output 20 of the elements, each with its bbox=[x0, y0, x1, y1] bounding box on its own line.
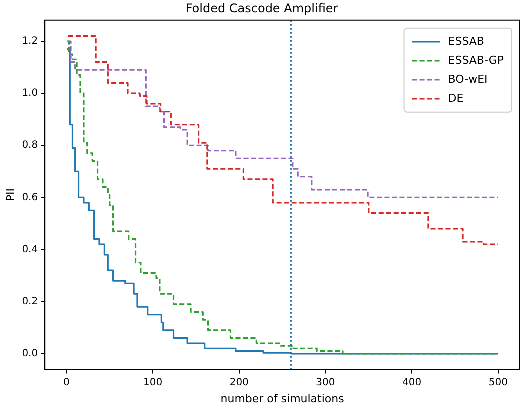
legend-label: ESSAB bbox=[448, 34, 484, 48]
y-tick-label: 0.6 bbox=[22, 192, 38, 204]
y-tick-label: 0.0 bbox=[22, 348, 38, 360]
x-tick-label: 0 bbox=[64, 377, 70, 388]
x-tick-label: 100 bbox=[143, 377, 163, 388]
x-tick-label: 200 bbox=[230, 377, 249, 388]
y-tick-label: 0.8 bbox=[22, 140, 38, 152]
legend-label: BO-wEI bbox=[448, 72, 488, 86]
x-axis-title: number of simulations bbox=[220, 392, 345, 406]
x-tick-label: 500 bbox=[488, 377, 508, 388]
legend-label: DE bbox=[448, 92, 464, 105]
x-tick-label: 400 bbox=[402, 377, 422, 388]
y-tick-label: 0.2 bbox=[22, 296, 38, 308]
y-axis-title: PII bbox=[4, 188, 18, 202]
y-tick-label: 1.0 bbox=[22, 88, 38, 100]
x-tick-label: 300 bbox=[316, 377, 336, 388]
chart-title: Folded Cascode Amplifier bbox=[186, 1, 338, 16]
y-tick-label: 0.4 bbox=[22, 244, 38, 256]
legend-label: ESSAB-GP bbox=[448, 54, 504, 67]
y-tick-label: 1.2 bbox=[22, 36, 38, 48]
